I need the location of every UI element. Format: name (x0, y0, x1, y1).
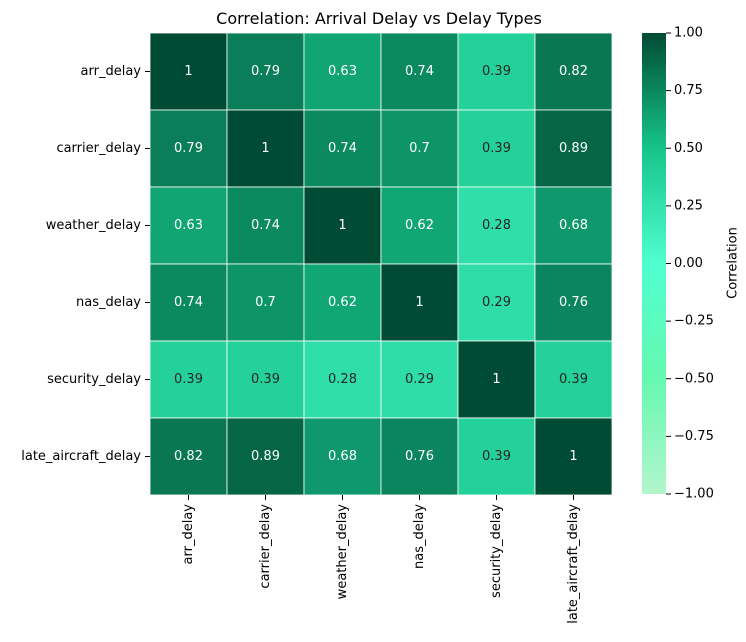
cell-value-label: 0.68 (328, 449, 357, 464)
heatmap-cell (457, 186, 536, 265)
heatmap-cell (380, 186, 459, 265)
cell-value-label: 1 (569, 449, 577, 464)
heatmap-cell (149, 417, 228, 496)
cell-value-label: 0.74 (251, 218, 280, 233)
cell-value-label: 0.79 (251, 64, 280, 79)
cell-value-label: 0.29 (405, 372, 434, 387)
heatmap-cell (457, 417, 536, 496)
colorbar-ticks: 1.00 0.75 0.50 0.25 0.00 −0.25 −0.50 −0.75 −1.00 (666, 26, 714, 502)
cell-value-label: 1 (261, 141, 269, 156)
heatmap-cell (534, 32, 613, 111)
colorbar-tick-label: 0.50 (674, 141, 703, 156)
cell-value-label: 0.82 (174, 449, 203, 464)
cell-value-label: 0.89 (559, 141, 588, 156)
column-labels: arr_delay carrier_delay weather_delay nas_d… (181, 495, 581, 624)
cell-value-label: 1 (338, 218, 346, 233)
heatmap-cell (457, 32, 536, 111)
colorbar: 1.00 0.75 0.50 0.25 0.00 −0.25 −0.50 −0.75 −1.00… (642, 26, 741, 502)
heatmap-cell (380, 32, 459, 111)
cell-value-label: 1 (415, 295, 423, 310)
heatmap-cell (226, 32, 305, 111)
heatmap-cell (226, 186, 305, 265)
heatmap-cell (534, 109, 613, 188)
cell-value-label: 0.7 (409, 141, 430, 156)
cell-value-label: 0.39 (174, 372, 203, 387)
cell-value-label: 0.68 (559, 218, 588, 233)
heatmap-cell (303, 186, 382, 265)
cell-value-label: 0.39 (482, 141, 511, 156)
column-label: carrier_delay (258, 504, 273, 589)
colorbar-tick-label: −1.00 (674, 487, 714, 502)
cell-value-label: 0.76 (559, 295, 588, 310)
cell-value-label: 0.74 (405, 64, 434, 79)
heatmap-cell (149, 32, 228, 111)
cell-value-label: 0.74 (174, 295, 203, 310)
cell-value-label: 0.39 (251, 372, 280, 387)
cell-value-label: 0.7 (255, 295, 276, 310)
heatmap-cell (380, 109, 459, 188)
cell-value-label: 0.28 (328, 372, 357, 387)
heatmap-cell (226, 263, 305, 342)
heatmap-cell (303, 32, 382, 111)
cell-value-label: 0.76 (405, 449, 434, 464)
cell-value-label: 1 (492, 372, 500, 387)
column-label: security_delay (489, 504, 504, 598)
column-label: nas_delay (412, 504, 427, 569)
cell-value-label: 0.28 (482, 218, 511, 233)
colorbar-tick-label: 0.75 (674, 83, 703, 98)
colorbar-gradient (642, 33, 666, 494)
cell-value-label: 0.39 (482, 449, 511, 464)
row-label: security_delay (47, 372, 141, 387)
heatmap-cell (149, 263, 228, 342)
cell-value-label: 0.89 (251, 449, 280, 464)
row-label: arr_delay (81, 64, 142, 79)
column-label: weather_delay (335, 504, 350, 600)
heatmap-cell (380, 263, 459, 342)
cell-value-label: 1 (184, 64, 192, 79)
heatmap-cell (149, 186, 228, 265)
row-label: weather_delay (46, 218, 142, 233)
heatmap-cell (534, 186, 613, 265)
heatmap-cell (303, 340, 382, 419)
heatmap-cell (303, 263, 382, 342)
cell-value-label: 0.62 (405, 218, 434, 233)
heatmap-cell (457, 340, 536, 419)
heatmap-cells: 1 0.79 0.63 0.74 0.39 0.82 0.79 1 0.74 0.7 0.39 0.8… (149, 32, 613, 496)
cell-value-label: 0.63 (174, 218, 203, 233)
heatmap-cell (534, 263, 613, 342)
column-label: late_aircraft_delay (566, 504, 581, 624)
row-labels: arr_delay carrier_delay weather_delay nas_d… (21, 64, 150, 464)
colorbar-tick-label: −0.50 (674, 371, 714, 386)
heatmap-cell (534, 340, 613, 419)
colorbar-tick-label: −0.25 (674, 314, 714, 329)
row-label: nas_delay (76, 295, 141, 310)
heatmap-cell (534, 417, 613, 496)
colorbar-tick-label: 0.00 (674, 256, 703, 271)
heatmap-cell (457, 263, 536, 342)
colorbar-tick-label: −0.75 (674, 429, 714, 444)
cell-value-label: 0.74 (328, 141, 357, 156)
heatmap-cell (149, 340, 228, 419)
column-label: arr_delay (181, 504, 196, 565)
chart-title: Correlation: Arrival Delay vs Delay Type… (216, 9, 542, 28)
cell-value-label: 0.39 (482, 64, 511, 79)
row-label: carrier_delay (56, 141, 141, 156)
colorbar-tick-label: 0.25 (674, 198, 703, 213)
heatmap-cell (226, 109, 305, 188)
cell-value-label: 0.62 (328, 295, 357, 310)
colorbar-tick-label: 1.00 (674, 26, 703, 41)
cell-value-label: 0.63 (328, 64, 357, 79)
cell-value-label: 0.29 (482, 295, 511, 310)
heatmap-cell (380, 340, 459, 419)
cell-value-label: 0.82 (559, 64, 588, 79)
cell-value-label: 0.79 (174, 141, 203, 156)
row-label: late_aircraft_delay (21, 449, 141, 464)
colorbar-label: Correlation (726, 227, 741, 299)
cell-value-label: 0.39 (559, 372, 588, 387)
